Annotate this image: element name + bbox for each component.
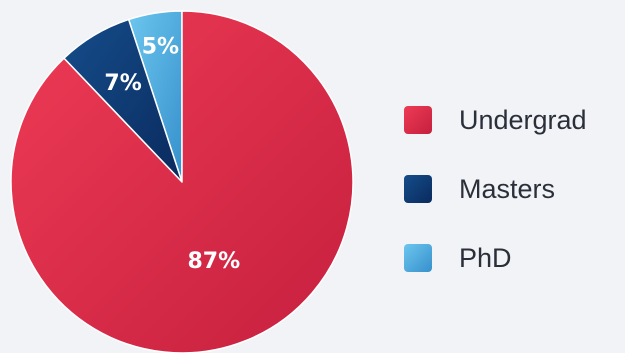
legend-item-undergrad: Undergrad (404, 100, 619, 140)
legend-label-phd: PhD (459, 242, 512, 273)
legend-label-masters: Masters (459, 173, 556, 204)
legend-swatch-undergrad (404, 106, 432, 134)
pie-slices (10, 10, 354, 353)
data-label-masters: 7% (104, 71, 141, 96)
legend-label-undergrad: Undergrad (459, 104, 587, 135)
legend-item-masters: Masters (404, 169, 619, 209)
legend: Undergrad Masters PhD (404, 100, 619, 278)
data-label-phd: 5% (142, 34, 179, 59)
pie-data-labels: 5%7% 87% (104, 34, 240, 274)
pie-slice-undergrad (10, 10, 354, 353)
legend-swatch-phd (404, 244, 432, 272)
legend-swatch-masters (404, 175, 432, 203)
data-label-undergrad: 87% (187, 249, 240, 274)
legend-item-phd: PhD (404, 238, 619, 278)
